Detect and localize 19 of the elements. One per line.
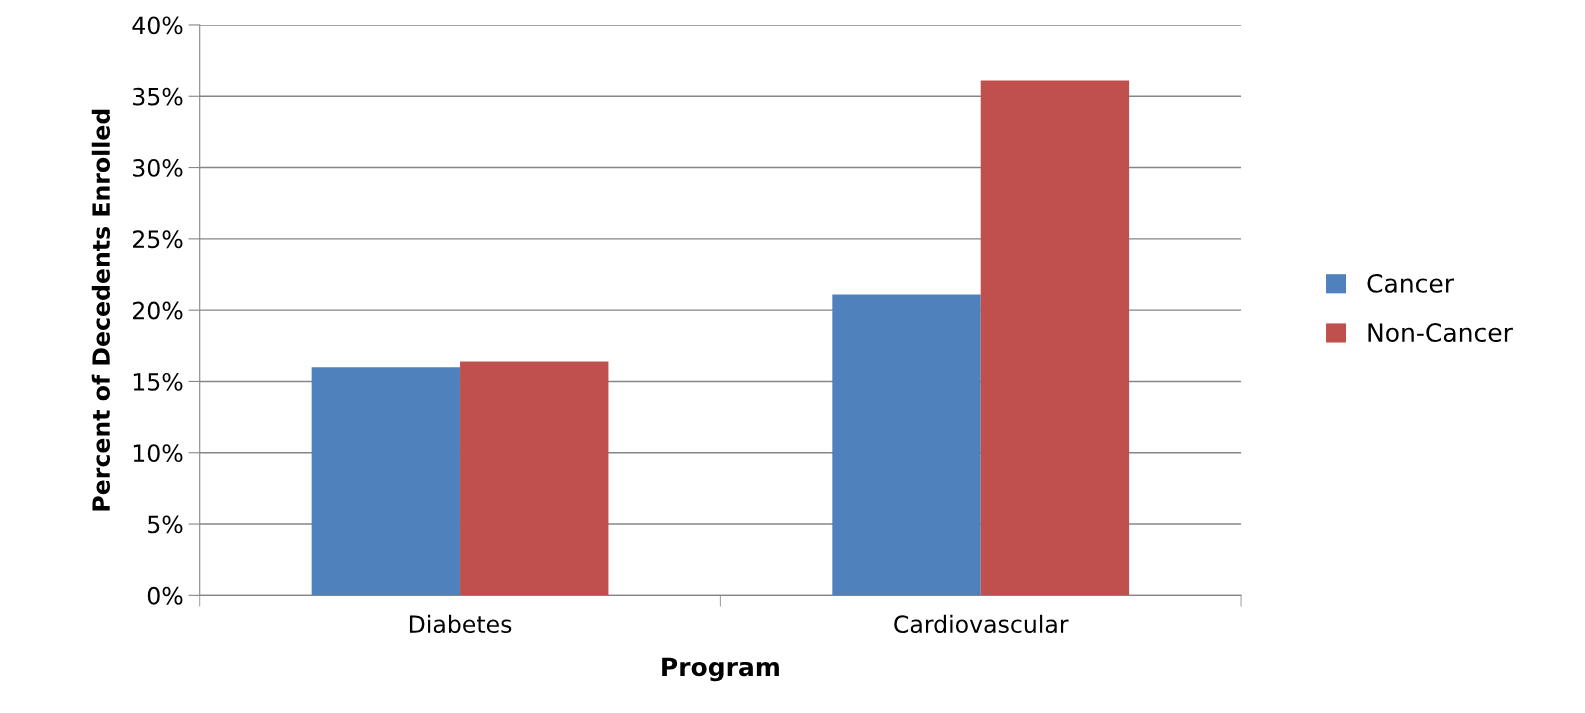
bar [832,294,981,596]
bar [980,80,1130,596]
y-tick-label: 40% [132,16,183,35]
bar [460,361,609,596]
legend-label: Cancer [1367,273,1455,293]
y-tick-label: 15% [133,372,183,391]
bar [311,367,461,596]
y-tick-label: 0% [147,586,183,605]
y-tick-label: 10% [133,444,183,463]
legend-label: Non-Cancer [1368,323,1513,343]
y-tick-label: 25% [132,230,183,249]
x-tick-label: Diabetes [409,614,512,634]
x-axis-title: Program [662,657,779,682]
y-axis-title: Percent of Decedents Enrolled [91,109,111,511]
y-tick-label: 30% [133,159,183,177]
y-tick-label: 20% [132,301,183,320]
y-tick-label: 5% [148,515,183,534]
x-tick-label: Cardiovascular [894,614,1069,634]
y-tick-label: 35% [133,87,183,106]
